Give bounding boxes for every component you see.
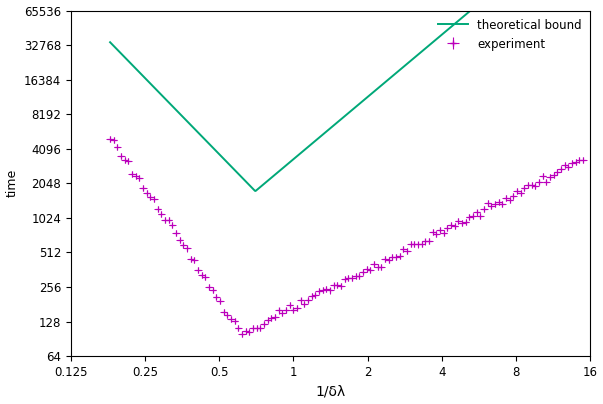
Legend: theoretical bound, experiment: theoretical bound, experiment: [434, 14, 586, 55]
Y-axis label: time: time: [5, 169, 19, 198]
X-axis label: 1/δλ: 1/δλ: [315, 385, 346, 398]
